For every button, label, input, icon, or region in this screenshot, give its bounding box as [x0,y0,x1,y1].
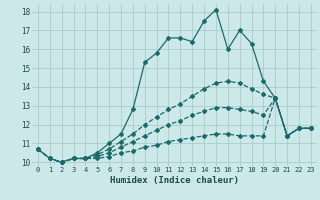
X-axis label: Humidex (Indice chaleur): Humidex (Indice chaleur) [110,176,239,185]
